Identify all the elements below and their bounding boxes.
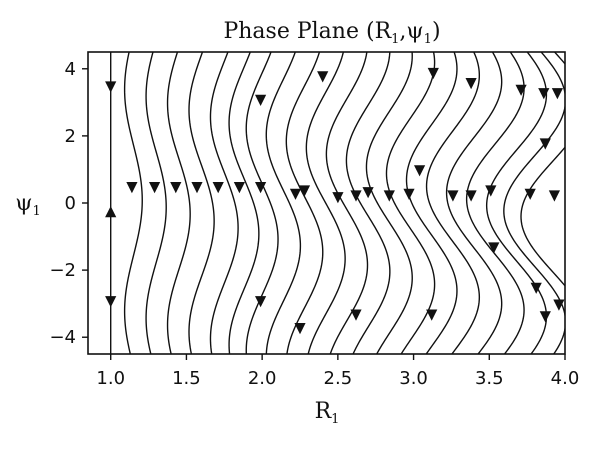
flow-arrow	[524, 188, 536, 200]
flow-arrow	[427, 67, 439, 80]
streamline	[345, 52, 391, 354]
streamline	[365, 52, 413, 354]
title-sub2: 1	[424, 32, 432, 47]
streamline	[425, 52, 481, 354]
x-tick-label: 2.5	[324, 368, 353, 389]
streamline	[445, 52, 503, 354]
streamline	[385, 52, 436, 354]
flow-arrow	[255, 182, 267, 194]
streamline	[228, 52, 260, 354]
flow-arrow	[212, 182, 224, 194]
y-axis-label: ψ1	[15, 191, 41, 219]
plot-frame	[87, 51, 566, 355]
streamlines-group	[110, 52, 565, 354]
y-tick-label: 2	[65, 126, 76, 147]
xlabel-main: R	[315, 399, 333, 424]
streamline	[265, 52, 302, 354]
x-axis-ticks: 1.0 1.5 2.0 2.5 3.0 3.5 4.0	[96, 354, 579, 389]
flow-arrow	[447, 190, 459, 202]
flow-arrow	[383, 190, 395, 202]
flow-arrow	[255, 296, 267, 308]
flow-arrow	[539, 138, 551, 150]
streamline	[305, 52, 346, 354]
flow-arrow	[105, 296, 117, 308]
title-sub1: 1	[391, 32, 399, 47]
flow-arrow	[530, 282, 542, 294]
streamline	[520, 52, 565, 287]
flow-arrow	[403, 188, 415, 200]
streamline	[123, 52, 143, 354]
flow-arrow	[362, 187, 374, 199]
x-tick-label: 3.0	[399, 368, 428, 389]
streamline	[465, 52, 525, 354]
xlabel-sub: 1	[331, 412, 339, 427]
streamline	[245, 52, 279, 354]
flow-arrow	[414, 165, 426, 177]
flow-arrow	[332, 192, 344, 204]
streamline	[405, 52, 458, 354]
flow-arrow	[488, 242, 500, 254]
flow-arrow	[485, 185, 497, 197]
title-main: Phase Plane (R	[223, 19, 392, 44]
flow-arrow	[191, 182, 203, 194]
ylabel-sub: 1	[32, 204, 40, 219]
streamline	[188, 52, 215, 354]
title-mid: ,ψ	[399, 19, 423, 44]
x-axis-label: R1	[315, 399, 340, 427]
y-tick-label: 4	[65, 59, 76, 80]
flow-arrow	[553, 299, 565, 311]
x-tick-label: 2.0	[248, 368, 277, 389]
y-tick-label: −4	[49, 327, 76, 348]
flow-arrow	[350, 309, 362, 321]
x-tick-label: 3.5	[475, 368, 504, 389]
flow-arrow	[170, 182, 182, 194]
streamline	[166, 52, 191, 354]
x-tick-label: 1.5	[172, 368, 201, 389]
flow-arrow	[105, 81, 117, 93]
flow-arrow	[255, 94, 267, 106]
flow-arrow	[515, 84, 527, 96]
flow-arrow	[465, 190, 477, 202]
streamline	[485, 52, 548, 354]
flow-arrow	[289, 188, 302, 200]
y-tick-label: −2	[49, 260, 76, 281]
flow-arrow	[548, 190, 560, 202]
flow-arrow	[539, 311, 551, 323]
ylabel-main: ψ	[15, 191, 32, 216]
flow-arrow	[426, 309, 438, 321]
streamline	[285, 52, 324, 354]
streamline	[209, 52, 239, 354]
x-tick-label: 4.0	[551, 368, 580, 389]
x-tick-label: 1.0	[96, 368, 125, 389]
flow-arrow	[105, 206, 117, 218]
streamline	[145, 52, 167, 354]
y-axis-ticks: 4 2 0 −2 −4	[49, 59, 88, 348]
flow-arrow	[294, 323, 306, 335]
flow-arrow	[149, 182, 161, 194]
streamline	[503, 52, 565, 354]
flow-arrow	[465, 78, 477, 90]
chart-title: Phase Plane (R1,ψ1)	[223, 19, 440, 47]
flow-arrow	[233, 182, 245, 194]
flow-arrow	[350, 190, 362, 202]
flow-arrow	[317, 71, 329, 83]
flow-arrow	[126, 182, 138, 194]
arrows-group	[105, 67, 565, 335]
title-end: )	[432, 19, 441, 44]
flow-arrow	[538, 88, 550, 100]
flow-arrow	[298, 185, 311, 197]
y-tick-label: 0	[65, 193, 76, 214]
streamline	[325, 52, 369, 354]
flow-arrow	[551, 88, 563, 100]
